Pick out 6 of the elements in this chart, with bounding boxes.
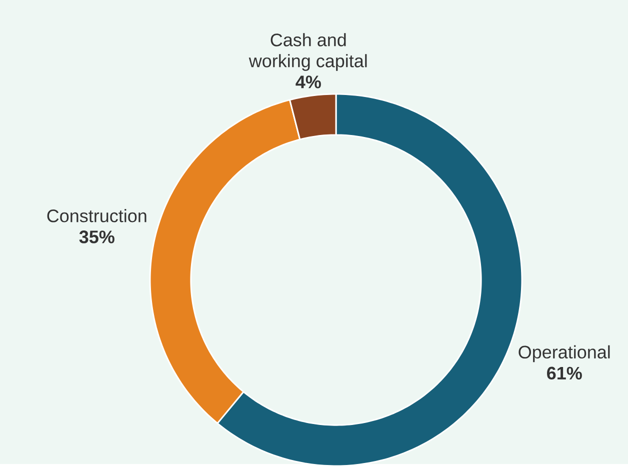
data-label: 35%: [79, 230, 114, 244]
slice-label: Cash and working capital: [248, 33, 367, 72]
data-label: 4%: [296, 76, 321, 88]
slice-label: Construction: [47, 209, 146, 222]
slice-label: Operational: [518, 345, 610, 362]
data-label: 61%: [547, 366, 582, 380]
